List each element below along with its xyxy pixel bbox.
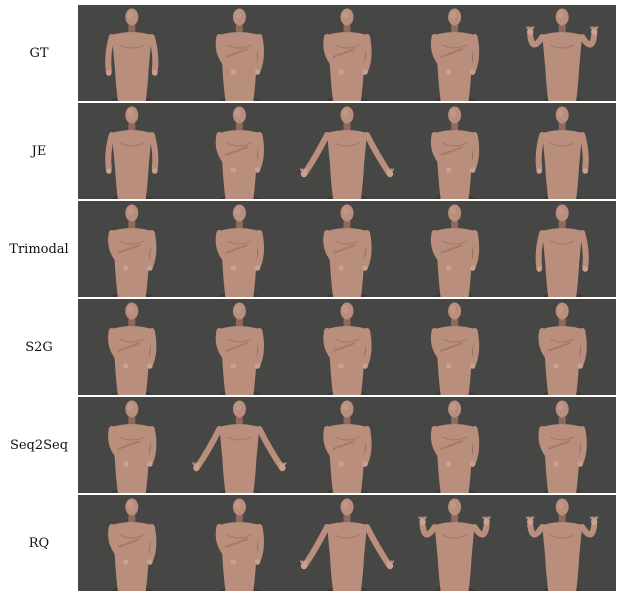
row-je: JE (0, 103, 624, 199)
render-canvas (78, 103, 616, 199)
row-label: Seq2Seq (0, 397, 78, 493)
row-trimodal: Trimodal (0, 201, 624, 297)
render-strip (78, 397, 616, 493)
render-canvas (78, 299, 616, 395)
row-label: Trimodal (0, 201, 78, 297)
row-gt: GT (0, 5, 624, 101)
render-canvas (78, 397, 616, 493)
row-rq: RQ (0, 495, 624, 591)
render-canvas (78, 5, 616, 101)
render-strip (78, 5, 616, 101)
row-label: RQ (0, 495, 78, 591)
row-seq2seq: Seq2Seq (0, 397, 624, 493)
render-canvas (78, 495, 616, 591)
render-strip (78, 299, 616, 395)
row-label: JE (0, 103, 78, 199)
render-strip (78, 103, 616, 199)
render-strip (78, 495, 616, 591)
render-canvas (78, 201, 616, 297)
row-label: S2G (0, 299, 78, 395)
row-label: GT (0, 5, 78, 101)
render-strip (78, 201, 616, 297)
row-s2g: S2G (0, 299, 624, 395)
